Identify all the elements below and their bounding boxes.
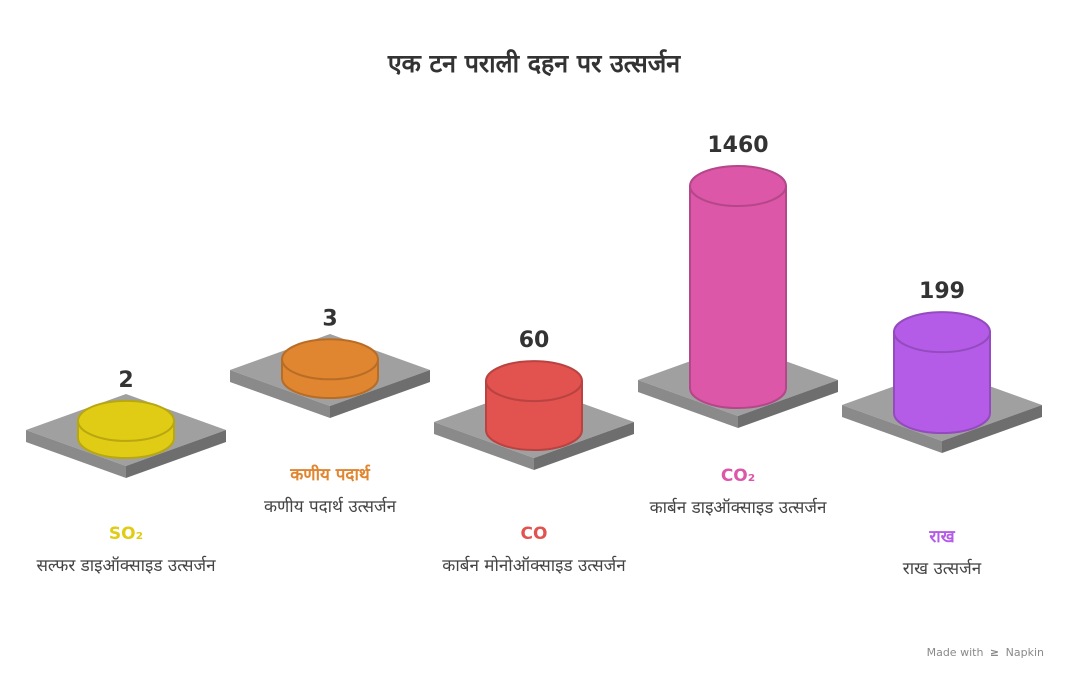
value-label: 60: [519, 328, 550, 353]
platform-left-face: [434, 422, 534, 470]
value-label: 1460: [707, 133, 768, 158]
bar-top: [485, 360, 583, 403]
made-with-text: Made with: [926, 646, 984, 659]
category-name: CO₂: [720, 466, 756, 486]
platform-left-face: [26, 430, 126, 478]
value-label: 2: [118, 368, 133, 393]
value-label: 3: [322, 306, 337, 331]
category-description: कणीय पदार्थ उत्सर्जन: [263, 497, 397, 517]
bar-top: [893, 311, 991, 354]
bar-body: [893, 331, 991, 434]
category-description: कार्बन मोनोऑक्साइड उत्सर्जन: [442, 556, 626, 576]
napkin-brand-text: Napkin: [1005, 646, 1044, 659]
platform-right-face: [126, 430, 226, 478]
bar-top: [689, 165, 787, 207]
chart-title: एक टन पराली दहन पर उत्सर्जन: [387, 49, 681, 78]
category-description: कार्बन डाइऑक्साइड उत्सर्जन: [649, 498, 827, 518]
platform-right-face: [942, 405, 1042, 453]
platform-left-face: [638, 380, 738, 428]
category-label: राख राख उत्सर्जन: [832, 524, 1052, 581]
platform-left-face: [842, 405, 942, 453]
category-label: कणीय पदार्थ कणीय पदार्थ उत्सर्जन: [220, 462, 440, 519]
platform-left-face: [230, 370, 330, 418]
platform-right-face: [330, 370, 430, 418]
platform-right-face: [738, 380, 838, 428]
category-label: CO₂ कार्बन डाइऑक्साइड उत्सर्जन: [628, 466, 848, 520]
category-name: SO₂: [108, 524, 144, 544]
bar-top: [77, 399, 175, 442]
platform-right-face: [534, 422, 634, 470]
category-description: राख उत्सर्जन: [902, 559, 982, 579]
category-label: CO कार्बन मोनोऑक्साइड उत्सर्जन: [424, 524, 644, 578]
value-label: 199: [919, 279, 965, 304]
made-with-napkin: Made with ≥ Napkin: [927, 646, 1044, 659]
category-name: CO: [520, 524, 548, 544]
bar-top: [281, 338, 379, 381]
bar-body: [689, 185, 787, 409]
category-name: राख: [929, 527, 955, 547]
category-description: सल्फर डाइऑक्साइड उत्सर्जन: [36, 556, 216, 576]
category-label: SO₂ सल्फर डाइऑक्साइड उत्सर्जन: [16, 524, 236, 578]
napkin-logo-icon: ≥: [989, 646, 1000, 659]
category-name: कणीय पदार्थ: [290, 465, 370, 485]
